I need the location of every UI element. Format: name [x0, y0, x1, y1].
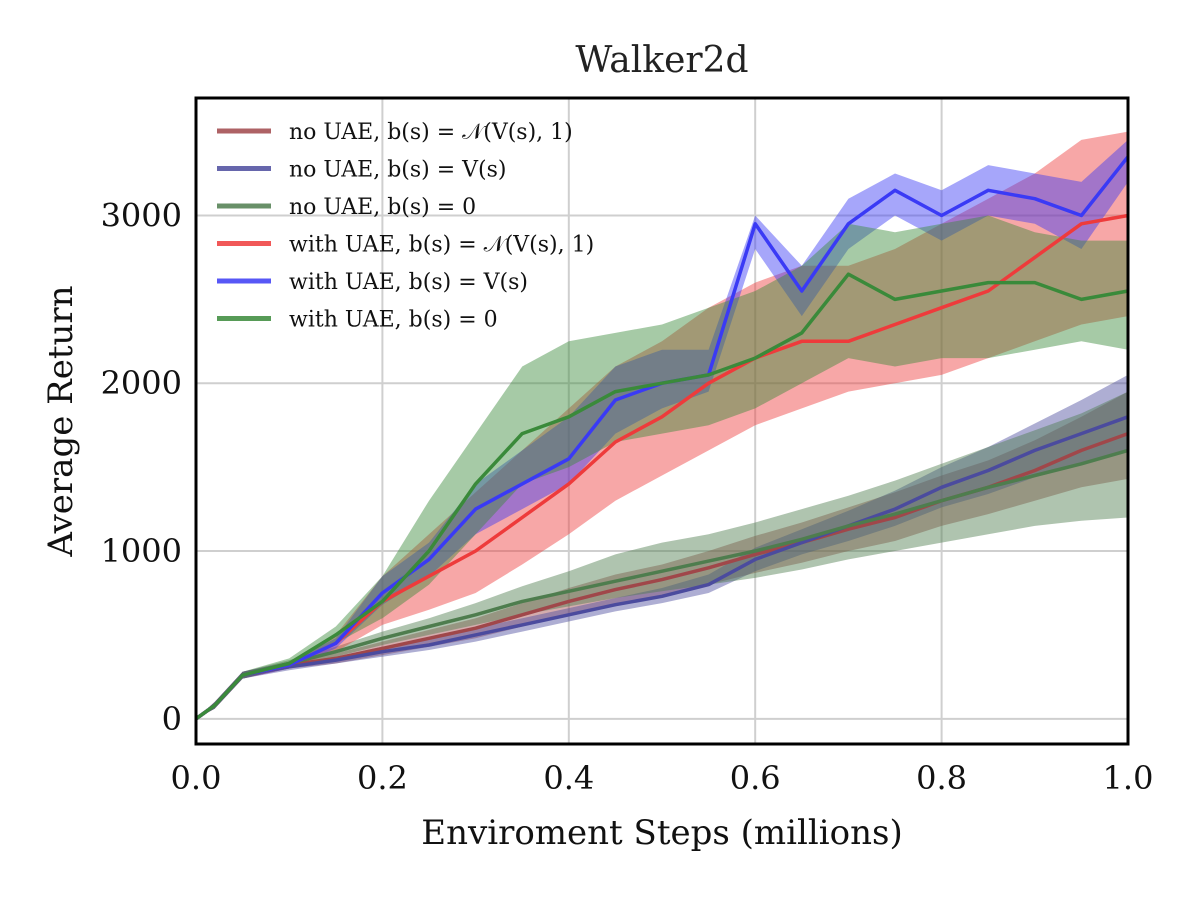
y-axis-label: Average Return: [41, 285, 81, 557]
plot-frame: [194, 96, 1130, 746]
line-series-5: [194, 272, 1129, 721]
y-tick-label: 2000: [101, 364, 182, 402]
x-tick-label: 0.2: [357, 759, 408, 797]
y-axis-ticks: 0 1000 2000 3000: [101, 196, 182, 737]
band-series-4: [196, 139, 1128, 719]
series-lines: [194, 155, 1130, 721]
y-tick-label: 0: [162, 700, 182, 738]
line-series-4: [194, 155, 1130, 721]
legend-label-3: with UAE, b(s) = 𝒩(V(s), 1): [289, 233, 594, 258]
x-axis-ticks: 0.0 0.2 0.4 0.6 0.8 1.0: [171, 759, 1154, 797]
band-series-3: [196, 131, 1128, 719]
x-tick-label: 0.4: [543, 759, 594, 797]
y-tick-label: 1000: [101, 532, 182, 570]
x-axis-label: Enviroment Steps (millions): [421, 813, 902, 853]
x-tick-label: 1.0: [1103, 759, 1154, 797]
legend: no UAE, b(s) = 𝒩(V(s), 1) no UAE, b(s) = …: [217, 120, 594, 333]
grid-lines: [196, 98, 1128, 744]
band-series-2: [196, 391, 1128, 719]
legend-label-4: with UAE, b(s) = V(s): [289, 270, 528, 295]
chart-title: Walker2d: [575, 40, 748, 81]
x-tick-label: 0.8: [916, 759, 967, 797]
legend-label-1: no UAE, b(s) = V(s): [289, 158, 507, 183]
x-tick-label: 0.6: [730, 759, 781, 797]
line-series-2: [194, 448, 1129, 721]
line-series-1: [194, 415, 1129, 721]
legend-label-2: no UAE, b(s) = 0: [289, 195, 476, 220]
legend-label-5: with UAE, b(s) = 0: [289, 308, 498, 333]
x-tick-label: 0.0: [171, 759, 222, 797]
band-series-5: [196, 215, 1128, 719]
legend-label-0: no UAE, b(s) = 𝒩(V(s), 1): [289, 120, 573, 145]
y-tick-label: 3000: [101, 196, 182, 234]
